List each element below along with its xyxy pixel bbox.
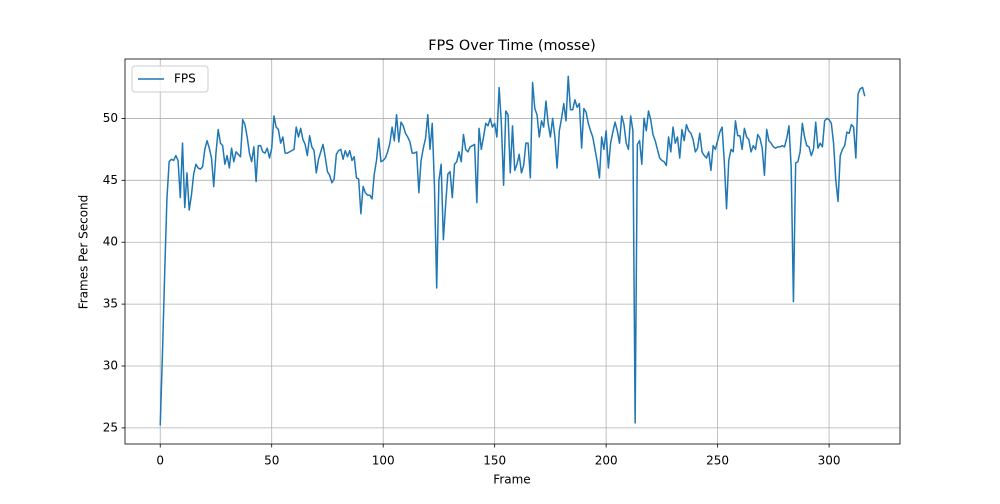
x-tick-label: 200 xyxy=(595,454,618,468)
x-tick-label: 300 xyxy=(818,454,841,468)
data-line xyxy=(159,75,866,426)
x-axis-label: Frame xyxy=(493,473,530,487)
y-tick-label: 45 xyxy=(103,173,118,187)
y-tick-label: 30 xyxy=(103,359,118,373)
x-tick-label: 50 xyxy=(264,454,279,468)
legend-box xyxy=(131,65,209,93)
y-tick-label: 25 xyxy=(103,420,118,434)
y-tick-label: 40 xyxy=(103,235,118,249)
x-tick-label: 150 xyxy=(483,454,506,468)
x-tick-label: 0 xyxy=(156,454,164,468)
legend-label: FPS xyxy=(174,72,196,86)
y-axis-label: Frames Per Second xyxy=(77,195,91,310)
y-tick-label: 35 xyxy=(103,297,118,311)
y-tick-label: 50 xyxy=(103,111,118,125)
x-tick-label: 100 xyxy=(372,454,395,468)
axes-frame xyxy=(124,58,901,445)
chart-title: FPS Over Time (mosse) xyxy=(428,38,596,54)
x-tick-label: 250 xyxy=(706,454,729,468)
